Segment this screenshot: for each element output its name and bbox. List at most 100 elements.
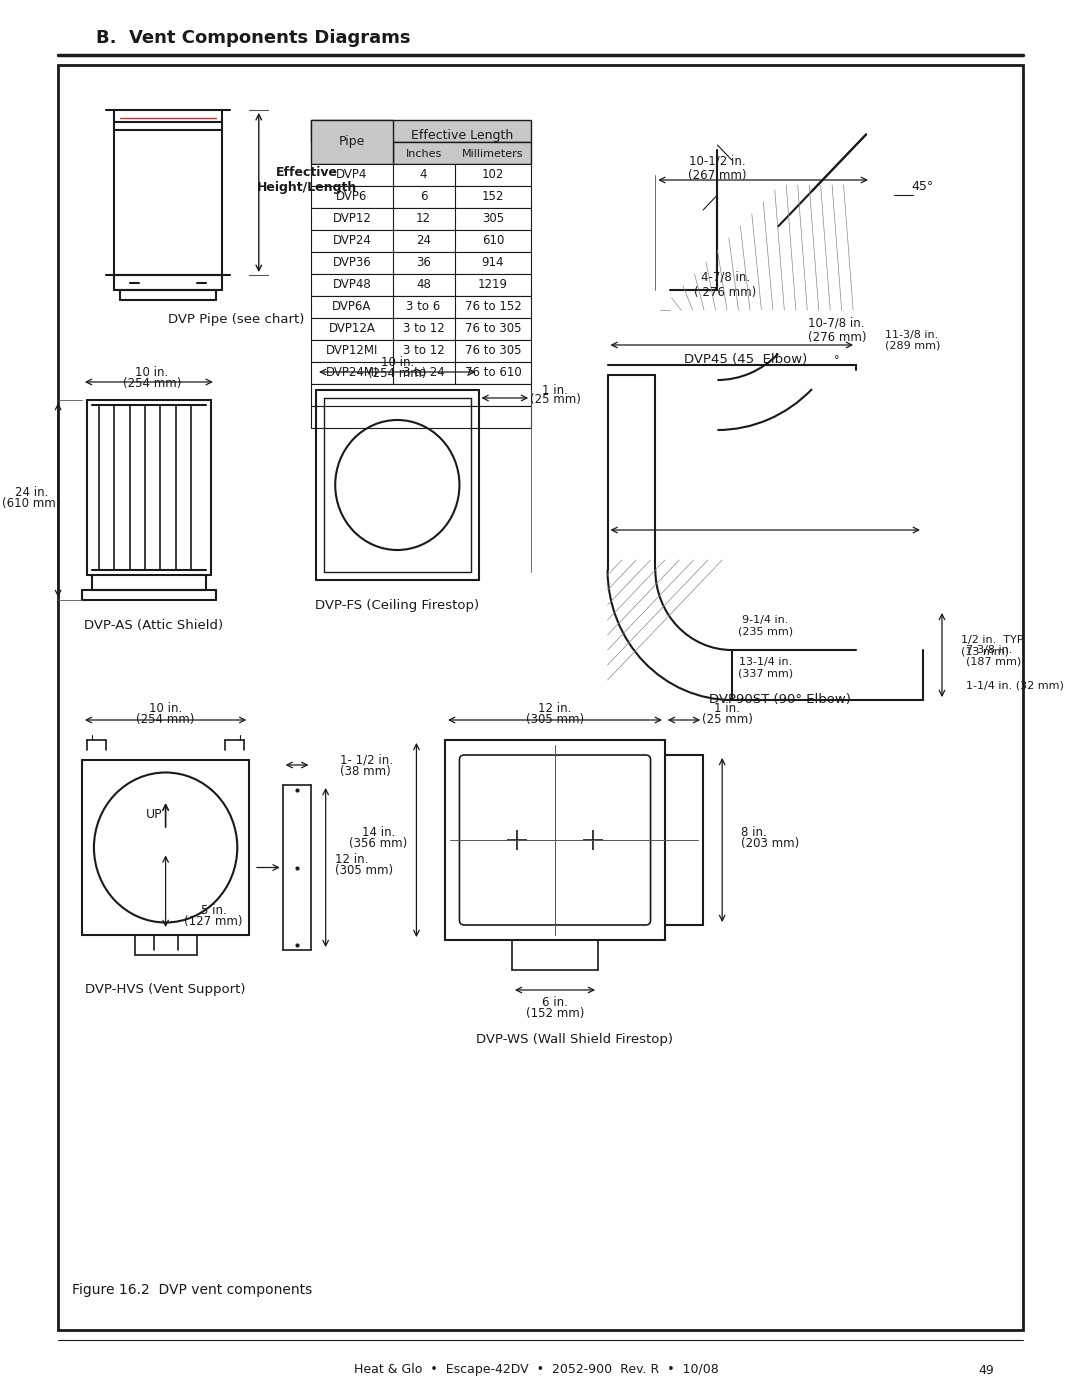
Text: (356 mm): (356 mm) [349, 837, 407, 849]
Text: (289 mm): (289 mm) [885, 341, 940, 351]
Polygon shape [311, 384, 531, 407]
Text: 1/2 in.  TYP: 1/2 in. TYP [961, 636, 1024, 645]
Text: 6: 6 [420, 190, 428, 204]
Text: (235 mm): (235 mm) [738, 627, 793, 637]
Text: 610: 610 [482, 235, 504, 247]
Text: 45°: 45° [912, 180, 934, 194]
Text: UP: UP [146, 809, 162, 821]
Text: DVP-FS (Ceiling Firestop): DVP-FS (Ceiling Firestop) [315, 598, 480, 612]
Text: 13-1/4 in.: 13-1/4 in. [739, 657, 792, 666]
Text: 3 to 12: 3 to 12 [403, 345, 445, 358]
Text: DVP Pipe (see chart): DVP Pipe (see chart) [168, 313, 305, 327]
Text: 10 in.: 10 in. [135, 366, 168, 379]
Text: 7-3/8 in.: 7-3/8 in. [966, 645, 1012, 655]
Text: 3 to 12: 3 to 12 [403, 323, 445, 335]
Text: (610 mm): (610 mm) [2, 496, 60, 510]
Text: (254 mm): (254 mm) [136, 712, 194, 725]
Text: (254 mm): (254 mm) [122, 377, 181, 390]
Text: DVP24MI: DVP24MI [326, 366, 378, 380]
Text: 9-1/4 in.: 9-1/4 in. [742, 615, 788, 624]
Polygon shape [311, 120, 392, 163]
Polygon shape [311, 339, 531, 362]
Text: 12 in.: 12 in. [335, 854, 368, 866]
Polygon shape [311, 120, 531, 142]
Polygon shape [311, 251, 531, 274]
Text: 6 in.: 6 in. [542, 996, 568, 1009]
Text: 76 to 305: 76 to 305 [464, 323, 522, 335]
Text: 914: 914 [482, 257, 504, 270]
Text: (203 mm): (203 mm) [741, 837, 799, 849]
Text: 152: 152 [482, 190, 504, 204]
Text: 76 to 610: 76 to 610 [464, 366, 522, 380]
Polygon shape [392, 142, 531, 163]
Text: DVP-HVS (Vent Support): DVP-HVS (Vent Support) [85, 983, 246, 996]
Text: 1 in.: 1 in. [714, 701, 740, 714]
Text: DVP4: DVP4 [336, 169, 367, 182]
Text: Effective
Height/Length: Effective Height/Length [256, 166, 356, 194]
Text: 5 in.: 5 in. [201, 904, 227, 916]
Text: 76 to 152: 76 to 152 [464, 300, 522, 313]
Text: 12: 12 [416, 212, 431, 225]
Text: (187 mm): (187 mm) [966, 657, 1021, 666]
Text: 24: 24 [416, 235, 431, 247]
Polygon shape [311, 319, 531, 339]
Polygon shape [311, 163, 531, 186]
Text: 36: 36 [416, 257, 431, 270]
Text: Figure 16.2  DVP vent components: Figure 16.2 DVP vent components [72, 1282, 313, 1296]
Text: 48: 48 [416, 278, 431, 292]
Text: 10 in.: 10 in. [149, 701, 183, 714]
Text: 76 to 305: 76 to 305 [464, 345, 522, 358]
Polygon shape [311, 296, 531, 319]
Text: 14 in.: 14 in. [362, 826, 395, 838]
Text: (254 mm): (254 mm) [368, 366, 427, 380]
Text: DVP12A: DVP12A [328, 323, 376, 335]
Text: 1219: 1219 [477, 278, 508, 292]
Text: (13 mm): (13 mm) [961, 647, 1009, 657]
Text: 4-7/8 in.
( 276 mm): 4-7/8 in. ( 276 mm) [694, 271, 756, 299]
Text: (127 mm): (127 mm) [184, 915, 243, 928]
Text: (38 mm): (38 mm) [340, 764, 391, 778]
Text: DVP-AS (Attic Shield): DVP-AS (Attic Shield) [84, 619, 224, 631]
Text: 3 to 24: 3 to 24 [403, 366, 445, 380]
Polygon shape [311, 274, 531, 296]
Polygon shape [311, 208, 531, 231]
Text: 102: 102 [482, 169, 504, 182]
Text: 10-1/2 in.
(267 mm): 10-1/2 in. (267 mm) [688, 154, 746, 182]
Text: (25 mm): (25 mm) [529, 394, 580, 407]
Text: 10-7/8 in.
(276 mm): 10-7/8 in. (276 mm) [808, 316, 867, 344]
Text: (305 mm): (305 mm) [335, 863, 393, 877]
Text: DVP48: DVP48 [333, 278, 372, 292]
Text: 24 in.: 24 in. [15, 486, 48, 499]
Text: DVP45 (45  Elbow): DVP45 (45 Elbow) [685, 353, 808, 366]
Text: Inches: Inches [405, 149, 442, 159]
Text: DVP6: DVP6 [336, 190, 367, 204]
Text: °: ° [834, 355, 839, 365]
Text: 12 in.: 12 in. [538, 701, 571, 714]
Text: DVP36: DVP36 [333, 257, 372, 270]
Polygon shape [311, 362, 531, 384]
Polygon shape [311, 407, 531, 427]
Text: DVP12: DVP12 [333, 212, 372, 225]
Text: Heat & Glo  •  Escape-42DV  •  2052-900  Rev. R  •  10/08: Heat & Glo • Escape-42DV • 2052-900 Rev.… [353, 1363, 718, 1376]
Text: (152 mm): (152 mm) [526, 1006, 584, 1020]
Text: 49: 49 [978, 1363, 995, 1376]
Text: DVP6A: DVP6A [333, 300, 372, 313]
Text: 3 to 6: 3 to 6 [406, 300, 441, 313]
Text: DVP24: DVP24 [333, 235, 372, 247]
Text: DVP90ST (90° Elbow): DVP90ST (90° Elbow) [708, 693, 850, 707]
Text: 8 in.: 8 in. [741, 826, 767, 838]
Text: 305: 305 [482, 212, 504, 225]
Text: 4: 4 [420, 169, 428, 182]
Text: (25 mm): (25 mm) [702, 712, 753, 725]
Text: Effective Length: Effective Length [410, 130, 513, 142]
Text: Millimeters: Millimeters [462, 149, 524, 159]
Text: (305 mm): (305 mm) [526, 712, 584, 725]
Text: 1- 1/2 in.: 1- 1/2 in. [340, 753, 393, 767]
Text: (337 mm): (337 mm) [738, 669, 793, 679]
Text: 11-3/8 in.: 11-3/8 in. [885, 330, 937, 339]
Text: 1 in.: 1 in. [542, 384, 568, 397]
Polygon shape [311, 231, 531, 251]
Text: Pipe: Pipe [339, 136, 365, 148]
Text: 1-1/4 in. (32 mm): 1-1/4 in. (32 mm) [966, 680, 1064, 690]
Text: DVP12MI: DVP12MI [326, 345, 378, 358]
